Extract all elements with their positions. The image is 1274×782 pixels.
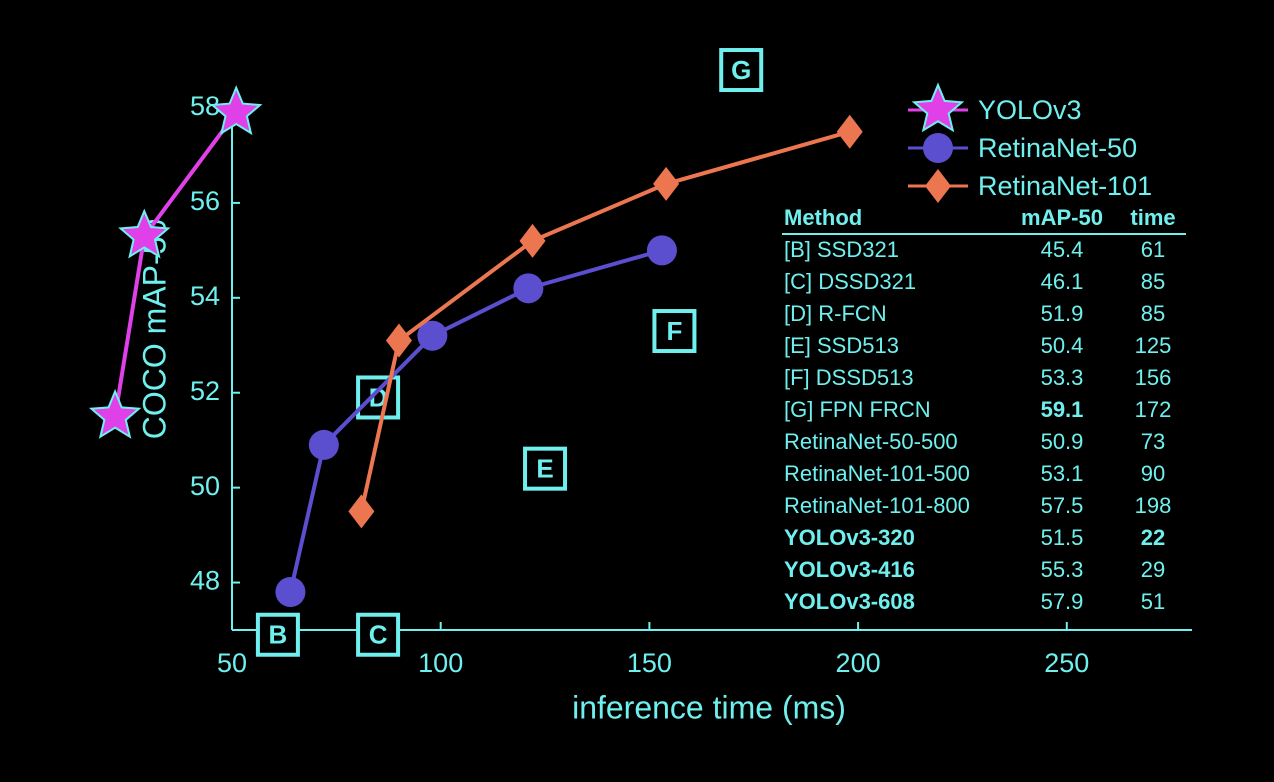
method-box [356, 612, 401, 657]
method-box-label: B [269, 620, 288, 650]
y-tick-label: 52 [190, 376, 220, 406]
table-cell: YOLOv3-608 [784, 589, 915, 614]
table-cell: 53.1 [1041, 461, 1084, 486]
table-header: time [1130, 205, 1175, 230]
table-cell: [G] FPN FRCN [784, 397, 931, 422]
circle-marker [513, 273, 544, 304]
star-marker [88, 388, 142, 439]
table-cell: RetinaNet-101-500 [784, 461, 970, 486]
x-tick-label: 50 [217, 648, 247, 678]
star-marker [209, 85, 263, 136]
table-cell: 57.9 [1041, 589, 1084, 614]
x-tick-label: 250 [1044, 648, 1089, 678]
table-cell: 61 [1141, 237, 1165, 262]
x-tick-label: 200 [836, 648, 881, 678]
table-cell: YOLOv3-320 [784, 525, 915, 550]
table-cell: 73 [1141, 429, 1165, 454]
table-cell: 46.1 [1041, 269, 1084, 294]
method-box [523, 446, 568, 491]
diamond-marker [836, 114, 863, 149]
x-tick-label: 150 [627, 648, 672, 678]
y-tick-label: 54 [190, 281, 220, 311]
table-cell: 51 [1141, 589, 1165, 614]
table-cell: 125 [1135, 333, 1172, 358]
x-axis-title: inference time (ms) [572, 689, 846, 725]
circle-marker [417, 320, 448, 351]
table-cell: [F] DSSD513 [784, 365, 914, 390]
star-marker [118, 208, 171, 259]
method-box-label: E [536, 454, 553, 484]
table-cell: 51.9 [1041, 301, 1084, 326]
diamond-marker [348, 494, 375, 529]
table-cell: 45.4 [1041, 237, 1084, 262]
table-cell: 29 [1141, 557, 1165, 582]
y-tick-label: 48 [190, 566, 220, 596]
diamond-marker [385, 323, 412, 358]
legend-label: RetinaNet-101 [978, 171, 1152, 201]
legend-label: YOLOv3 [978, 95, 1082, 125]
table-cell: [E] SSD513 [784, 333, 899, 358]
table-header: mAP-50 [1021, 205, 1103, 230]
x-tick-label: 100 [418, 648, 463, 678]
table-cell: 53.3 [1041, 365, 1084, 390]
table-cell: 198 [1135, 493, 1172, 518]
y-tick-label: 56 [190, 186, 220, 216]
legend-marker [925, 169, 951, 203]
method-box-label: C [369, 620, 388, 650]
table-cell: 172 [1135, 397, 1172, 422]
table-cell: 90 [1141, 461, 1165, 486]
table-cell: 85 [1141, 301, 1165, 326]
table-header: Method [784, 205, 862, 230]
table-cell: RetinaNet-50-500 [784, 429, 958, 454]
legend-label: RetinaNet-50 [978, 133, 1137, 163]
table-cell: 57.5 [1041, 493, 1084, 518]
method-box [255, 612, 300, 657]
table-cell: YOLOv3-416 [784, 557, 915, 582]
method-box [652, 309, 697, 354]
table-cell: 50.9 [1041, 429, 1084, 454]
table-cell: 50.4 [1041, 333, 1084, 358]
diamond-marker [519, 223, 546, 258]
table-cell: 59.1 [1041, 397, 1084, 422]
diamond-marker [653, 166, 680, 201]
method-box [356, 375, 401, 420]
circle-marker [646, 235, 677, 266]
legend-marker [911, 82, 965, 133]
table-cell: RetinaNet-101-800 [784, 493, 970, 518]
table-cell: [C] DSSD321 [784, 269, 916, 294]
method-box [719, 48, 764, 93]
legend-marker [923, 133, 953, 163]
table-cell: [B] SSD321 [784, 237, 899, 262]
table-cell: [D] R-FCN [784, 301, 887, 326]
table-cell: 85 [1141, 269, 1165, 294]
table-cell: 156 [1135, 365, 1172, 390]
method-box-label: G [731, 55, 751, 85]
y-tick-label: 50 [190, 471, 220, 501]
circle-marker [308, 429, 339, 460]
table-cell: 22 [1141, 525, 1165, 550]
table-cell: 55.3 [1041, 557, 1084, 582]
method-box-label: F [666, 316, 682, 346]
circle-marker [275, 577, 306, 608]
table-cell: 51.5 [1041, 525, 1084, 550]
